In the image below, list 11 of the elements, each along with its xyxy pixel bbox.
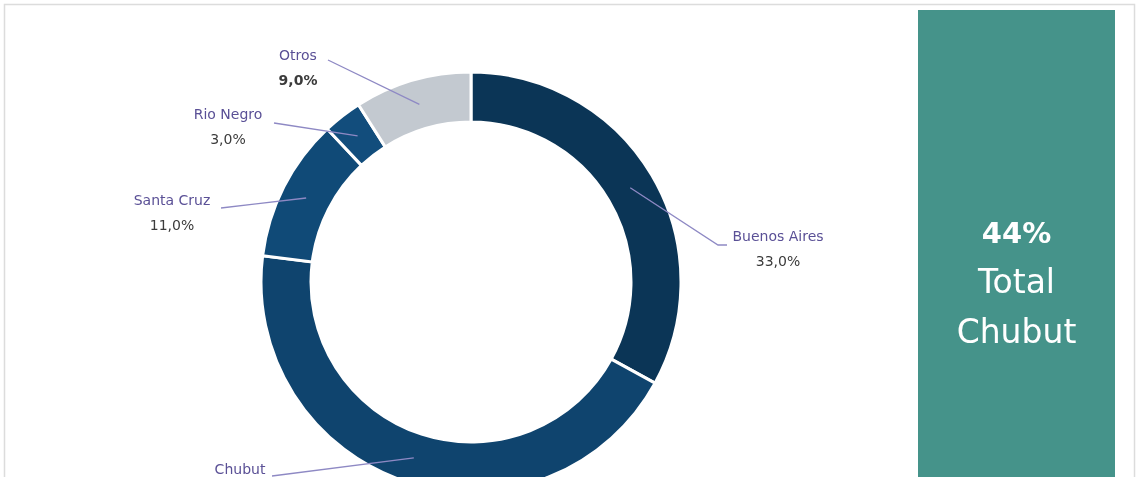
data-label: 11,0% [149,217,195,233]
data-label: 9,0% [278,72,318,88]
slice-label: Rio Negro [193,106,263,122]
slice-label: Otros [279,47,317,63]
slice-label: Santa Cruz [133,192,211,208]
text: 44% [981,216,1052,250]
data-label: 3,0% [210,131,246,147]
text: Total Chubut [956,262,1077,351]
slice-label: Buenos Aires [732,228,824,244]
slice-label: Chubut [214,461,266,477]
data-label: 33,0% [755,253,801,269]
